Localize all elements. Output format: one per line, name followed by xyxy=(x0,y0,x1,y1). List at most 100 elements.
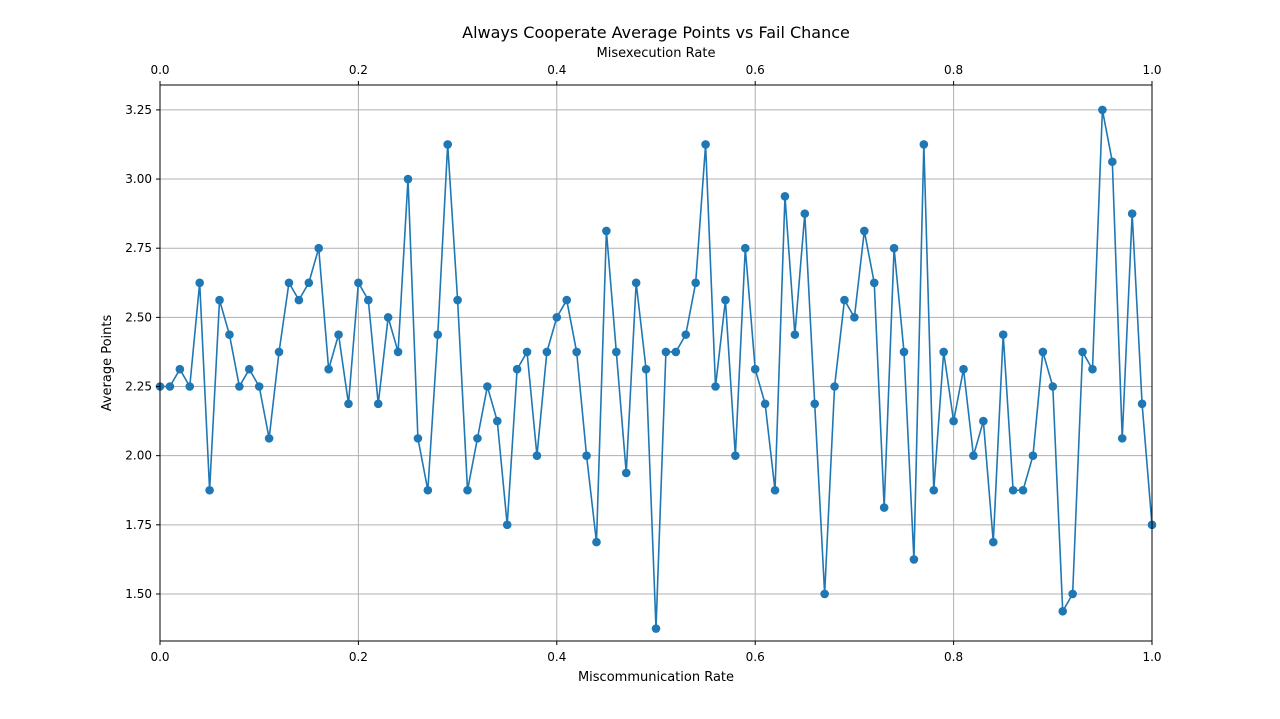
data-point xyxy=(443,140,452,149)
data-point xyxy=(324,364,333,374)
data-point xyxy=(185,382,195,391)
data-point xyxy=(929,485,939,495)
data-point xyxy=(840,295,849,305)
data-point xyxy=(373,399,383,409)
chart-title: Always Cooperate Average Points vs Fail … xyxy=(462,23,850,42)
data-point xyxy=(919,140,929,149)
x2-tick-label: 0.4 xyxy=(547,63,566,77)
data-point xyxy=(1137,399,1147,409)
series-line xyxy=(160,109,1153,629)
data-point xyxy=(671,347,681,357)
data-point xyxy=(621,468,631,478)
data-point xyxy=(740,243,750,253)
data-point xyxy=(701,140,710,149)
data-point xyxy=(532,451,542,460)
data-point xyxy=(959,364,968,374)
y-tick-label: 2.25 xyxy=(125,380,152,394)
x-tick-label: 0.4 xyxy=(547,650,566,664)
data-point xyxy=(592,537,601,547)
x-tick-label: 0.8 xyxy=(944,650,963,664)
data-point xyxy=(860,226,869,236)
data-point xyxy=(383,313,393,322)
data-point xyxy=(264,434,274,443)
data-point xyxy=(711,382,720,391)
data-point xyxy=(1127,209,1137,218)
data-point xyxy=(522,347,532,357)
data-point xyxy=(512,364,522,374)
data-point xyxy=(998,330,1008,339)
x-tick-label: 1.0 xyxy=(1142,650,1161,664)
data-point xyxy=(1068,589,1077,599)
data-point xyxy=(542,347,552,357)
data-point xyxy=(770,485,780,495)
x2-tick-label: 0.6 xyxy=(746,63,765,77)
x-tick-label: 0.2 xyxy=(349,650,368,664)
data-point xyxy=(750,364,760,374)
grid-lines xyxy=(159,85,1153,641)
data-point xyxy=(869,278,879,288)
data-point xyxy=(1098,105,1107,115)
data-point xyxy=(641,364,651,374)
data-point xyxy=(502,520,512,530)
data-point xyxy=(364,295,373,305)
data-point xyxy=(403,174,413,184)
y-tick-label: 3.25 xyxy=(125,103,152,117)
data-point xyxy=(344,399,353,409)
data-point xyxy=(909,555,919,564)
data-point xyxy=(244,364,254,374)
data-point xyxy=(988,537,998,547)
axis-ticks: 0.0 0.2 0.4 0.6 0.8 1.0 0.0 0.2 0.4 0.6 0.8 1.0 1.50… xyxy=(125,63,1161,664)
data-point xyxy=(582,451,591,460)
data-point xyxy=(661,347,671,357)
data-point xyxy=(492,416,502,426)
data-point xyxy=(1028,451,1038,460)
data-point xyxy=(800,209,810,218)
data-point xyxy=(651,624,661,633)
data-point xyxy=(423,485,433,495)
data-point xyxy=(304,278,314,288)
x-axis-label: Miscommunication Rate xyxy=(578,670,734,685)
data-point xyxy=(850,313,859,322)
plot-frame xyxy=(159,84,1153,642)
data-point xyxy=(879,503,889,512)
data-point xyxy=(939,347,948,357)
x-tick-label: 0.0 xyxy=(150,650,169,664)
data-point xyxy=(602,226,611,236)
x2-tick-label: 1.0 xyxy=(1142,63,1161,77)
data-point xyxy=(830,382,839,391)
data-point xyxy=(889,243,899,253)
x2-tick-label: 0.0 xyxy=(150,63,169,77)
data-point xyxy=(899,347,909,357)
y-tick-label: 2.00 xyxy=(125,449,152,463)
data-point xyxy=(294,295,304,305)
x2-tick-label: 0.2 xyxy=(349,63,368,77)
data-point xyxy=(681,330,691,339)
data-point xyxy=(215,295,224,305)
y-tick-label: 1.75 xyxy=(125,518,152,532)
data-point xyxy=(433,330,443,339)
data-point xyxy=(274,347,284,357)
data-point xyxy=(254,382,264,391)
y-tick-label: 2.75 xyxy=(125,241,152,255)
y-tick-label: 2.50 xyxy=(125,310,152,324)
data-point xyxy=(205,485,214,495)
y-axis-label: Average Points xyxy=(100,314,115,411)
data-point xyxy=(225,330,234,339)
data-point xyxy=(1117,434,1127,443)
data-point xyxy=(949,416,958,426)
data-point xyxy=(354,278,363,288)
data-point xyxy=(731,451,740,460)
data-point xyxy=(612,347,621,357)
x2-axis-label: Misexecution Rate xyxy=(597,46,716,61)
data-point xyxy=(969,451,978,460)
data-point xyxy=(691,278,700,288)
data-point xyxy=(453,295,462,305)
data-point xyxy=(393,347,403,357)
data-point xyxy=(235,382,244,391)
data-point xyxy=(284,278,294,288)
data-point xyxy=(572,347,581,357)
data-point xyxy=(463,485,472,495)
data-point xyxy=(1008,485,1018,495)
data-point xyxy=(1088,364,1097,374)
